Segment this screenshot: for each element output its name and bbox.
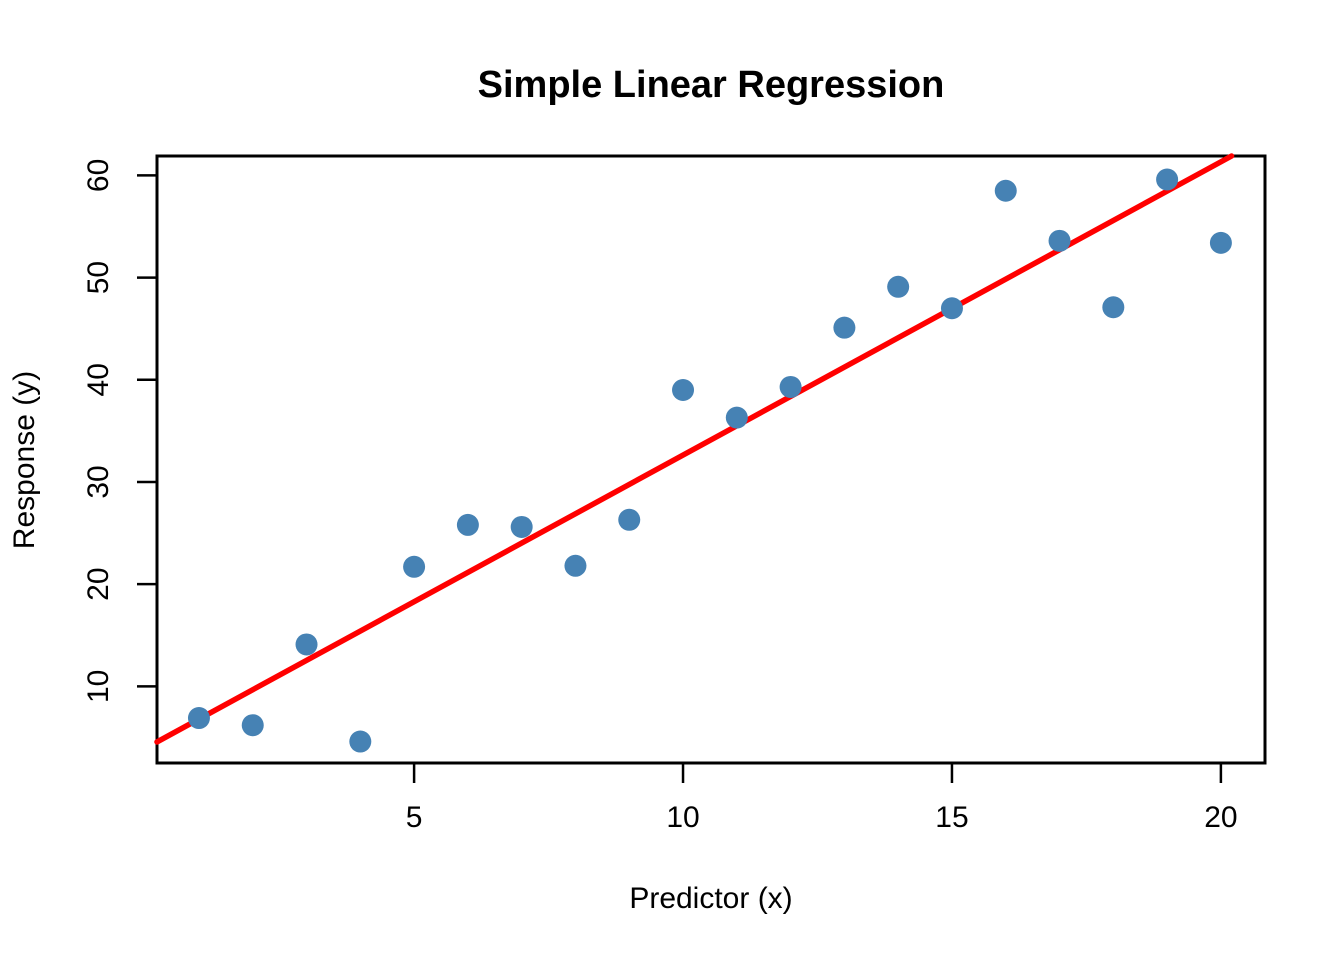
y-tick-label: 20 [82,567,115,600]
data-point [564,554,587,577]
axes-layer: 5 10 15 20 10 20 30 40 50 60 [82,154,1267,834]
data-point [1156,168,1179,191]
y-tick-label: 30 [82,465,115,498]
data-point [725,406,748,429]
data-point [887,275,910,298]
y-tick-label: 50 [82,261,115,294]
points-layer [187,168,1232,753]
y-tick-label: 60 [82,159,115,192]
regression-line [154,153,1235,745]
data-point [779,375,802,398]
data-point [618,508,641,531]
data-point [833,316,856,339]
chart-title: Simple Linear Regression [478,64,945,106]
data-point [1048,229,1071,252]
data-point [1209,231,1232,254]
data-point [349,730,372,753]
x-tick-label: 10 [666,801,699,834]
data-point [403,555,426,578]
data-point [1102,296,1125,319]
y-tick-label: 40 [82,363,115,396]
data-point [994,179,1017,202]
data-point [940,297,963,320]
data-point [241,714,264,737]
x-tick-label: 15 [935,801,968,834]
data-point [295,633,318,656]
x-tick-label: 20 [1204,801,1237,834]
data-point [672,379,695,402]
x-tick-label: 5 [406,801,423,834]
x-axis-label: Predictor (x) [629,882,792,915]
y-axis-label: Response (y) [8,371,41,549]
data-point [456,513,479,536]
data-point [510,515,533,538]
fit-line-layer [154,153,1235,745]
y-tick-label: 10 [82,670,115,703]
data-point [187,707,210,730]
plot-border [155,154,1267,765]
